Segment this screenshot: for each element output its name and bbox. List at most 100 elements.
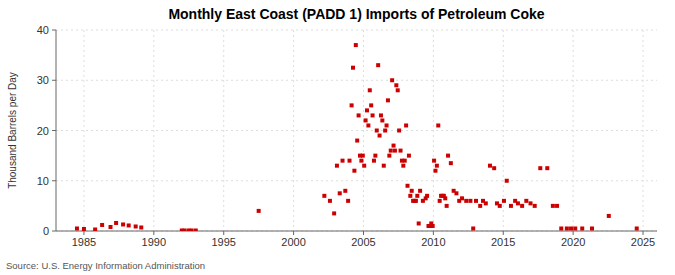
point (387, 154, 391, 158)
point (343, 189, 347, 193)
x-grid-line (223, 30, 224, 231)
x-tick-label: 1995 (211, 236, 235, 248)
point (190, 228, 194, 231)
point (449, 161, 453, 165)
point (362, 164, 366, 168)
point (410, 189, 414, 193)
point (417, 221, 421, 225)
x-tick (503, 231, 504, 235)
point (75, 226, 79, 230)
x-grid-line (643, 30, 644, 231)
y-tick-label: 20 (37, 125, 49, 137)
y-tick-label: 10 (37, 175, 49, 187)
y-tick (52, 180, 56, 181)
point (407, 154, 411, 158)
point (478, 204, 482, 208)
point (357, 113, 361, 117)
point (408, 194, 412, 198)
point (580, 226, 584, 230)
point (399, 149, 403, 153)
point (516, 201, 520, 205)
y-grid-line (56, 80, 657, 81)
point (401, 164, 405, 168)
x-tick (223, 231, 224, 235)
point (366, 123, 370, 127)
point (445, 204, 449, 208)
point (460, 196, 464, 200)
x-tick (643, 231, 644, 235)
point (361, 154, 365, 158)
point (418, 189, 422, 193)
y-tick (52, 231, 56, 232)
point (498, 204, 502, 208)
point (194, 228, 198, 231)
point (332, 211, 336, 215)
point (635, 226, 639, 230)
point (114, 221, 118, 225)
point (372, 159, 376, 163)
point (371, 113, 375, 117)
point (607, 214, 611, 218)
point (509, 204, 513, 208)
point (127, 223, 131, 227)
x-grid-line (293, 30, 294, 231)
point (474, 199, 478, 203)
point (385, 123, 389, 127)
point (555, 204, 559, 208)
point (443, 196, 447, 200)
point (569, 226, 573, 230)
x-tick-label: 1985 (72, 236, 96, 248)
point (502, 199, 506, 203)
x-tick (573, 231, 574, 235)
point (386, 98, 390, 102)
y-tick (52, 130, 56, 131)
x-tick-label: 2015 (491, 236, 515, 248)
x-tick-label: 2025 (631, 236, 655, 248)
point (375, 129, 379, 133)
y-grid-line (56, 180, 657, 181)
x-tick (363, 231, 364, 235)
point (425, 194, 429, 198)
point (538, 166, 542, 170)
x-axis-line (56, 231, 657, 232)
x-tick (83, 231, 84, 235)
point (397, 129, 401, 133)
point (392, 144, 396, 148)
point (484, 201, 488, 205)
point (380, 118, 384, 122)
point (373, 154, 377, 158)
point (93, 227, 97, 231)
point (414, 199, 418, 203)
point (183, 228, 187, 231)
x-tick-label: 2000 (281, 236, 305, 248)
x-tick-label: 2020 (561, 236, 585, 248)
point (415, 194, 419, 198)
point (520, 204, 524, 208)
point (338, 191, 342, 195)
point (350, 103, 354, 107)
point (382, 164, 386, 168)
y-tick-label: 0 (43, 225, 49, 237)
point (403, 159, 407, 163)
title: Monthly East Coast (PADD 1) Imports of P… (168, 6, 544, 22)
point (352, 169, 356, 173)
chart: 1985199019952000200520102015202020250102… (0, 0, 675, 275)
point (529, 201, 533, 205)
point (322, 194, 326, 198)
point (505, 179, 509, 183)
point (573, 226, 577, 230)
x-tick (433, 231, 434, 235)
point (488, 164, 492, 168)
point (468, 199, 472, 203)
point (121, 222, 125, 226)
point (346, 199, 350, 203)
point (257, 209, 261, 213)
point (559, 226, 563, 230)
y-axis-label: Thousand Barrels per Day (7, 72, 18, 189)
point (545, 166, 549, 170)
point (368, 88, 372, 92)
point (551, 204, 555, 208)
point (364, 118, 368, 122)
x-tick (293, 231, 294, 235)
point (139, 225, 143, 229)
